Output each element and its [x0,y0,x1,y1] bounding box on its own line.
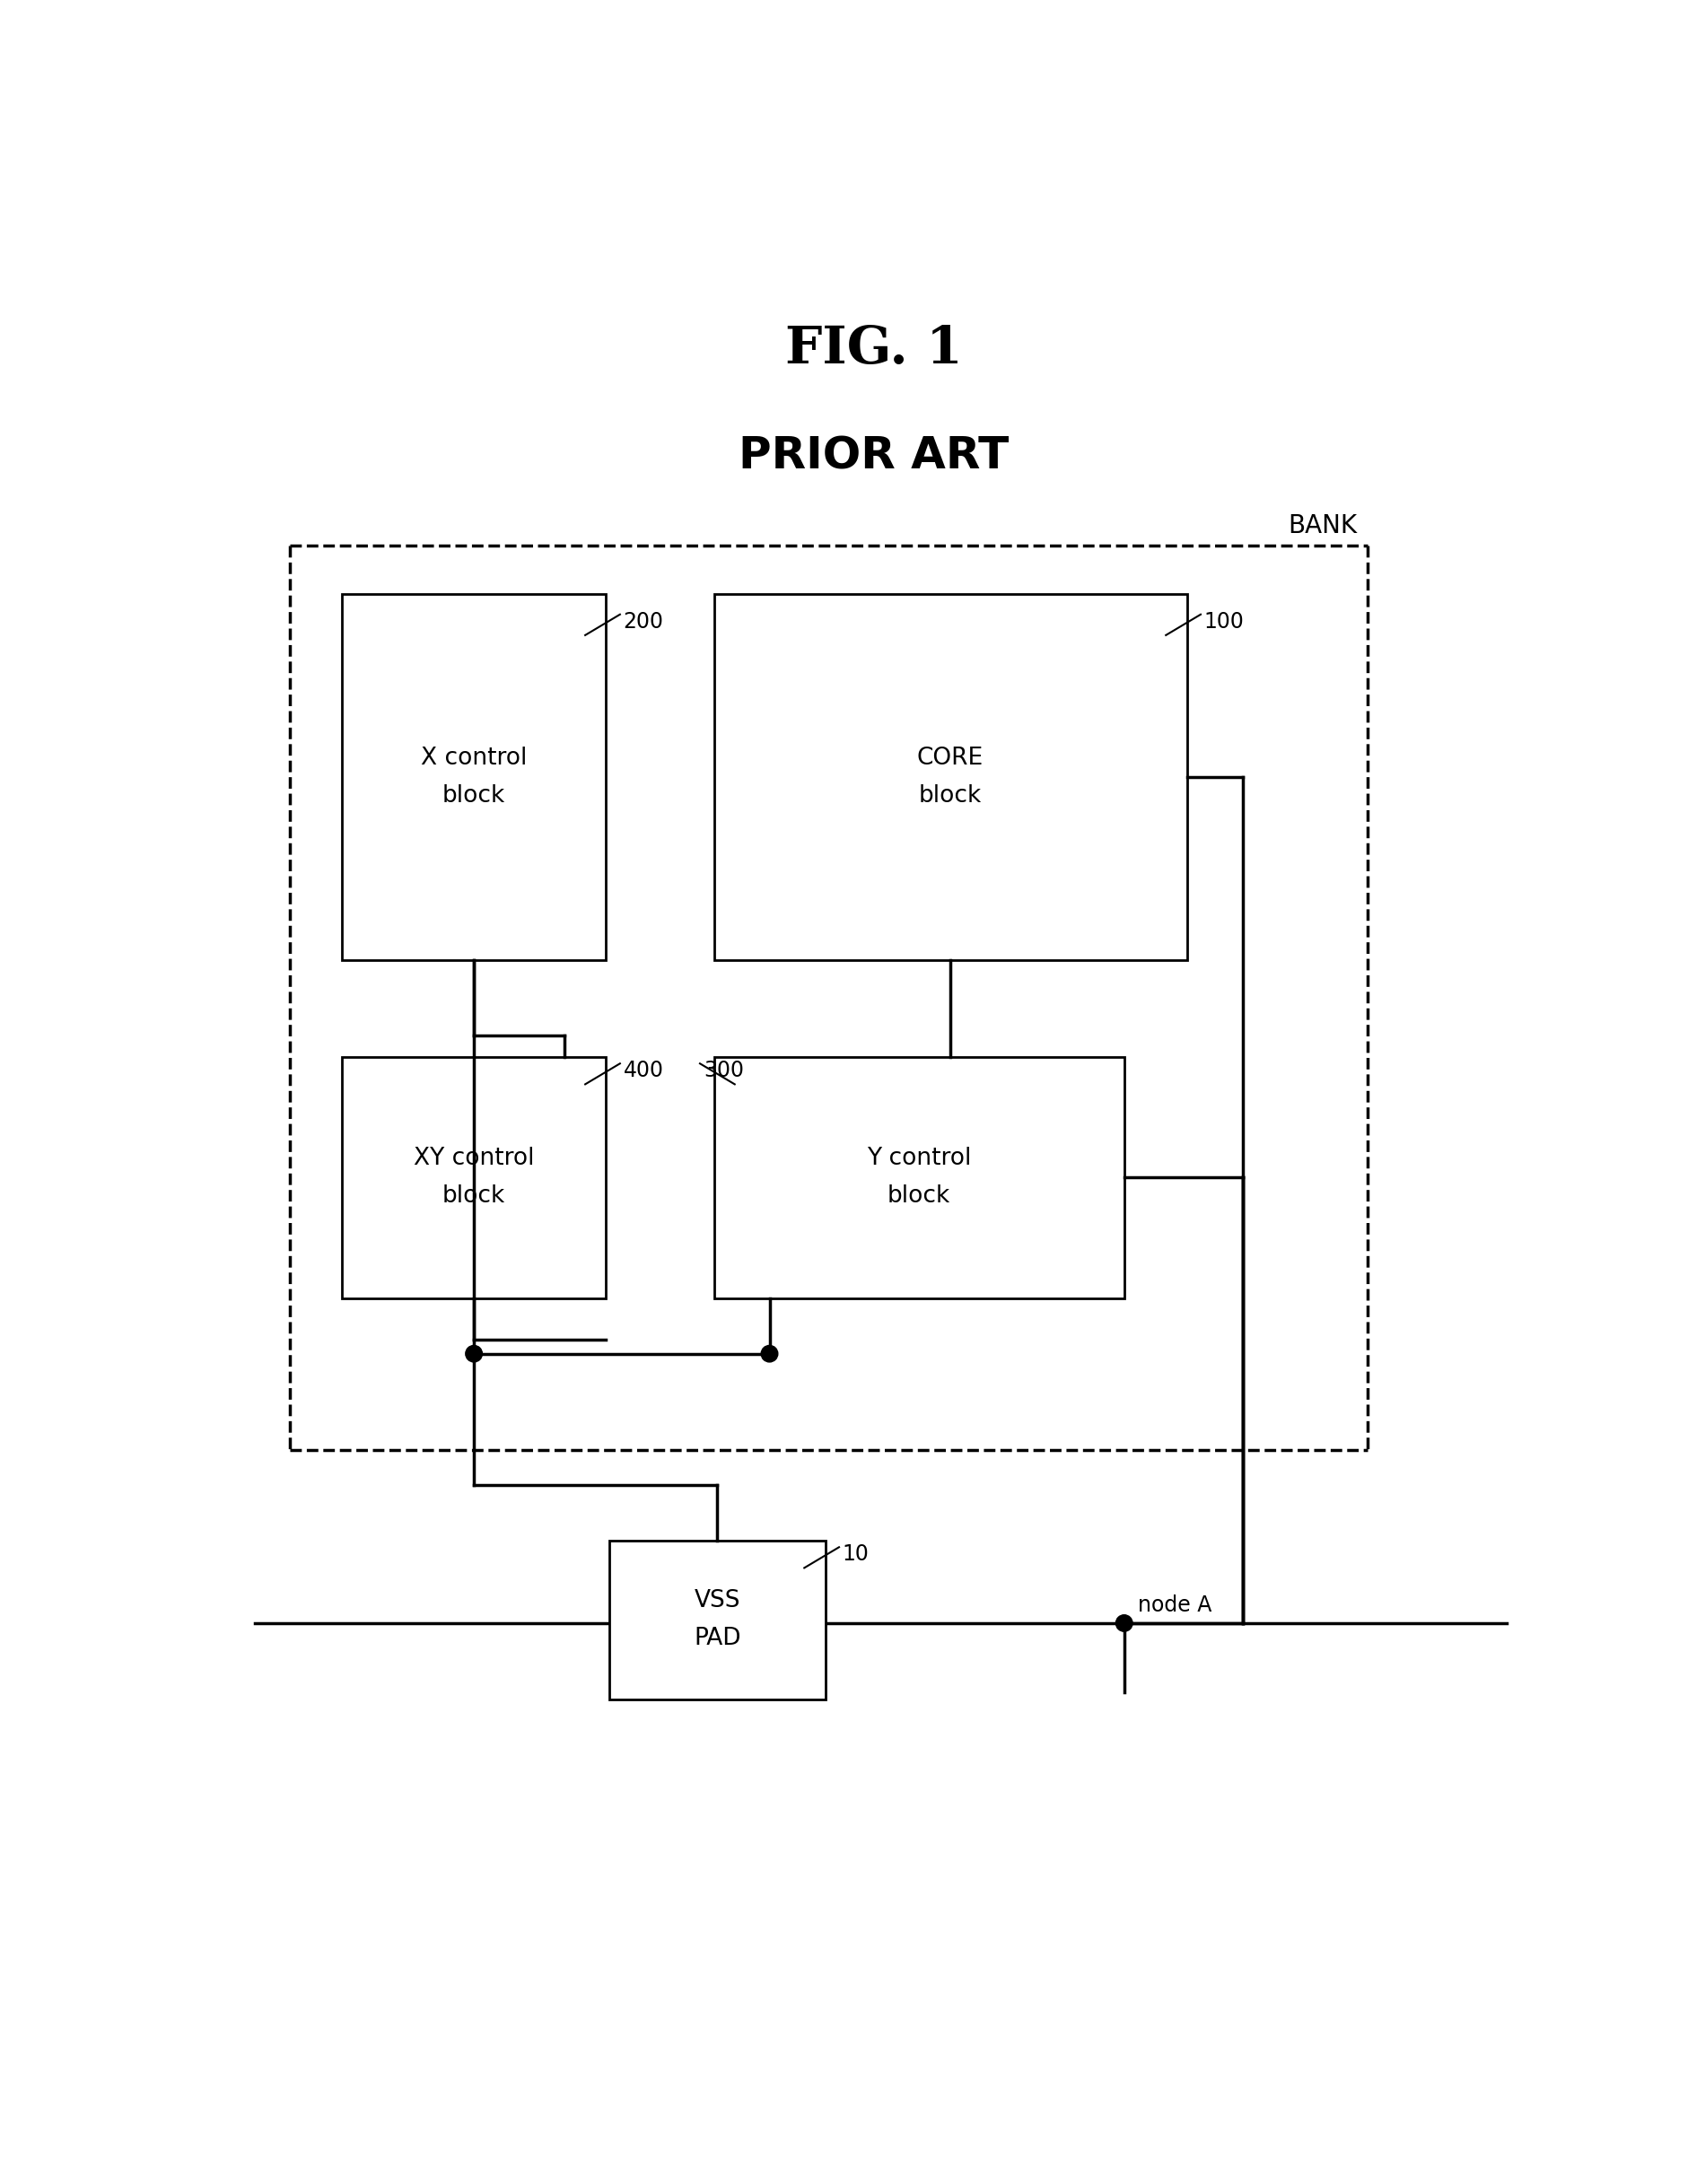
Text: CORE
block: CORE block [917,747,984,808]
Text: BANK: BANK [1287,513,1357,539]
Bar [714,1057,1124,1299]
Text: PRIOR ART: PRIOR ART [738,435,1009,478]
Text: 100: 100 [1204,612,1245,633]
Circle shape [465,1345,483,1363]
Text: XY control
block: XY control block [414,1147,534,1208]
Text: FIG. 1: FIG. 1 [784,323,963,373]
Text: 200: 200 [624,612,663,633]
Bar [341,594,605,961]
Bar [610,1540,825,1699]
Text: 300: 300 [704,1059,743,1081]
Text: 400: 400 [624,1059,663,1081]
Bar [714,594,1187,961]
Circle shape [760,1345,777,1363]
Text: 10: 10 [842,1544,870,1566]
Circle shape [1115,1614,1132,1631]
Text: Y control
block: Y control block [866,1147,972,1208]
Bar [341,1057,605,1299]
Text: node A: node A [1139,1594,1212,1616]
Text: VSS
PAD: VSS PAD [694,1590,742,1651]
Text: X control
block: X control block [421,747,527,808]
